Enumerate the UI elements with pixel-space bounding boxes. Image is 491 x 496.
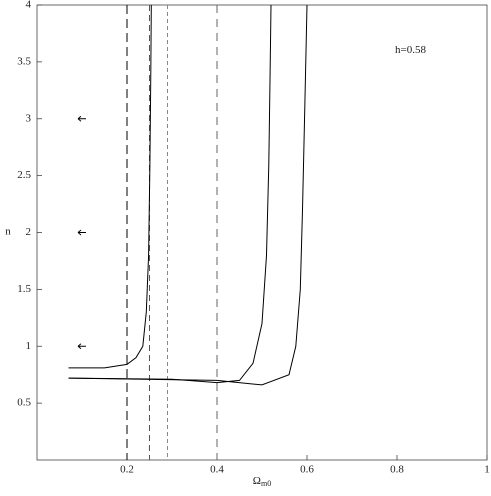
x-tick-label: 0.8	[390, 464, 404, 476]
x-tick-label: 0.2	[120, 464, 134, 476]
x-axis-label-main: Ω	[253, 475, 261, 487]
x-tick-label: 1	[484, 464, 490, 476]
x-tick-label: 0.4	[210, 464, 224, 476]
y-tick-label: 3	[26, 112, 32, 124]
curve	[68, 4, 272, 384]
x-tick-label: 0.6	[300, 464, 314, 476]
curve	[68, 4, 308, 386]
arrow	[77, 343, 86, 350]
y-tick-label: 2	[26, 226, 32, 238]
y-axis-label: n	[5, 226, 11, 238]
x-axis-label: Ωm0	[253, 475, 271, 488]
y-tick-label: 0.5	[17, 397, 31, 409]
x-axis-label-sub: m0	[261, 479, 271, 488]
annotation: h=0.58	[395, 44, 426, 56]
y-tick-label: 1.5	[17, 283, 31, 295]
y-tick-label: 3.5	[17, 55, 31, 67]
plot-frame	[36, 4, 488, 461]
y-tick-label: 2.5	[17, 169, 31, 181]
y-tick-label: 1	[26, 340, 32, 352]
curve	[68, 4, 152, 369]
y-tick-label: 4	[26, 0, 32, 11]
arrow	[77, 229, 86, 236]
arrow	[77, 115, 86, 122]
